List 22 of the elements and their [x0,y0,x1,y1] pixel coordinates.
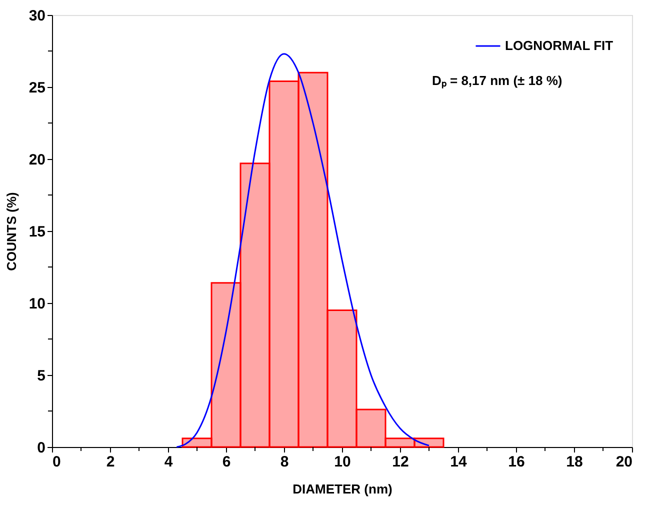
x-tick-label: 16 [508,454,525,470]
y-tick-label: 5 [37,368,46,384]
x-tick-label: 18 [566,454,583,470]
x-tick-label: 8 [280,454,289,470]
y-axis-title: COUNTS (%) [4,192,19,271]
legend-label: LOGNORMAL FIT [505,38,614,53]
y-tick-label: 30 [28,8,46,24]
x-tick-label: 10 [334,454,351,470]
annotation: Dₚ = 8,17 nm (± 18 %) [432,73,562,89]
x-tick-label: 20 [616,454,632,470]
y-tick-label: 20 [28,152,46,168]
x-tick-label: 2 [106,454,115,470]
x-axis-title: DIAMETER (nm) [292,482,392,496]
x-tick-label: 14 [450,454,468,470]
x-tick-label: 4 [164,454,174,470]
x-tick-label: 6 [222,454,231,470]
x-tick-label: 0 [52,454,61,470]
y-tick-label: 0 [37,440,46,456]
y-tick-label: 10 [28,296,46,312]
y-tick-label: 15 [28,224,46,240]
y-tick-label: 25 [28,80,46,96]
x-tick-label: 12 [392,454,409,470]
